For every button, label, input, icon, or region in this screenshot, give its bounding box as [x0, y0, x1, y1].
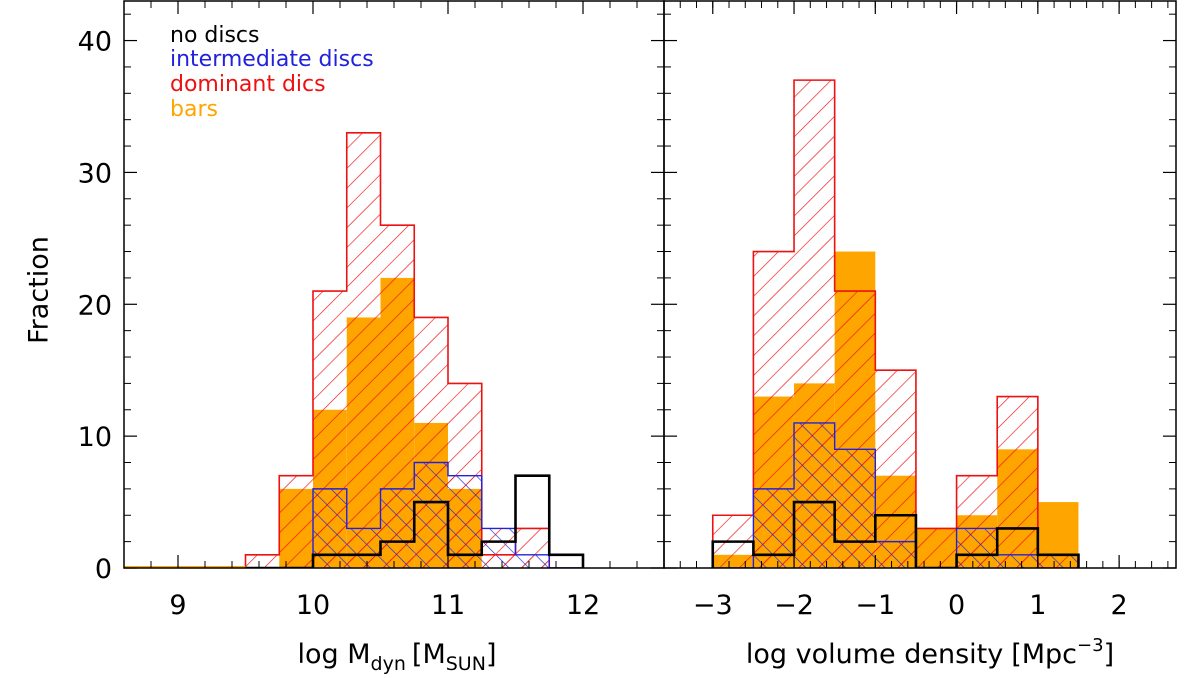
density-x-tick-label: 1 — [1029, 590, 1046, 621]
mass-bar-intermediate — [414, 462, 448, 568]
mass-x-tick-label: 11 — [431, 590, 465, 621]
mass-bar-dominant — [346, 132, 381, 568]
density-x-tick-label: −2 — [774, 590, 814, 621]
mass-bar-intermediate — [515, 554, 550, 568]
mass-y-tick-label: 30 — [78, 158, 112, 189]
panel-mass: 9 10 11 12 0 10 20 30 40 no discs intermediate d… — [78, 0, 665, 675]
density-x-tick-label: 0 — [948, 590, 965, 621]
density-bar-intermediate — [997, 554, 1038, 568]
density-bar-intermediate — [834, 449, 876, 568]
density-xlabel-bracket-main: Mpc — [1022, 639, 1077, 670]
mass-bar-dominant — [245, 554, 280, 568]
legend-bars: bars — [170, 97, 218, 122]
density-bar-dominant — [915, 528, 957, 568]
legend-no-discs: no discs — [170, 23, 260, 48]
panel-density: −3 −2 −1 0 1 2 log volume density [Mpc−3] — [663, 0, 1177, 670]
density-outline-dominant-dics — [711, 79, 1079, 568]
density-bar-intermediate — [753, 488, 795, 568]
mass-y-tick-label: 20 — [78, 290, 112, 321]
mass-bar-intermediate — [448, 475, 482, 568]
density-x-tick-label: 2 — [1111, 590, 1128, 621]
density-bar-dominant — [997, 396, 1038, 568]
legend-intermediate-discs: intermediate discs — [170, 47, 374, 72]
density-bar-dominant — [875, 370, 916, 568]
mass-bar-intermediate — [380, 488, 415, 568]
mass-xlabel-sub: dyn — [371, 653, 406, 675]
mass-bar-intermediate — [346, 528, 381, 568]
mass-xlabel-main: log M — [298, 639, 371, 670]
density-panel-frame — [663, 0, 1177, 569]
density-outline-intermediate-discs — [712, 422, 1080, 568]
density-histogram-bars — [711, 79, 1080, 568]
density-x-tick-label: −1 — [855, 590, 895, 621]
density-axis-ticks: −3 −2 −1 0 1 2 — [663, 1, 1176, 621]
mass-x-axis-title: log Mdyn [MSUN] — [298, 639, 497, 675]
mass-y-tick-label: 10 — [78, 422, 112, 453]
mass-outline-no-discs — [245, 474, 585, 568]
mass-x-tick-label: 10 — [296, 590, 330, 621]
mass-y-tick-label: 0 — [95, 554, 112, 585]
mass-histogram-bars — [124, 132, 585, 568]
mass-bar-intermediate — [481, 528, 516, 568]
legend-dominant-dics: dominant dics — [170, 72, 326, 97]
y-axis-title: Fraction — [24, 236, 55, 344]
density-outline-no-discs — [711, 500, 1080, 568]
mass-y-tick-label: 40 — [78, 27, 112, 58]
density-xlabel-main: log volume density — [746, 639, 1003, 670]
mass-xlabel-bracket-sub: SUN — [446, 653, 486, 675]
density-xlabel-sup: −3 — [1077, 635, 1104, 656]
density-bar-intermediate — [794, 422, 835, 568]
density-x-tick-label: −3 — [693, 590, 733, 621]
density-bar-intermediate — [956, 528, 998, 568]
mass-xlabel-bracket-main: M — [422, 639, 445, 670]
mass-outline-intermediate-discs — [245, 461, 583, 568]
density-bar-intermediate — [1037, 554, 1079, 568]
mass-x-tick-label: 12 — [566, 590, 600, 621]
mass-x-tick-label: 9 — [169, 590, 186, 621]
mass-bar-intermediate — [313, 488, 347, 568]
legend: no discs intermediate discs dominant dic… — [170, 23, 374, 122]
density-x-axis-title: log volume density [Mpc−3] — [746, 635, 1114, 670]
density-bar-intermediate — [875, 541, 916, 568]
mass-bar-dominant — [279, 475, 313, 568]
